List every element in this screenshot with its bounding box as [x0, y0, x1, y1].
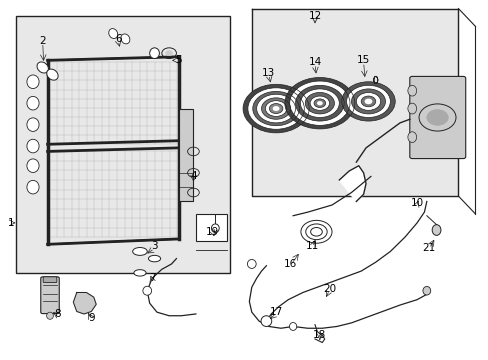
Circle shape	[289, 81, 349, 125]
Circle shape	[247, 88, 304, 129]
Circle shape	[300, 89, 339, 117]
Text: 20: 20	[323, 284, 335, 294]
Circle shape	[313, 99, 325, 108]
Text: 5: 5	[175, 55, 182, 65]
Polygon shape	[251, 9, 458, 196]
Circle shape	[295, 85, 344, 121]
Ellipse shape	[431, 225, 440, 235]
Text: 14: 14	[308, 57, 321, 67]
Text: 19: 19	[206, 227, 219, 237]
Ellipse shape	[47, 69, 58, 80]
Ellipse shape	[407, 103, 416, 114]
Text: 12: 12	[308, 11, 321, 21]
Circle shape	[256, 94, 295, 123]
Polygon shape	[73, 293, 96, 314]
Text: 13: 13	[262, 68, 275, 78]
Bar	[16, 16, 229, 273]
Ellipse shape	[27, 75, 39, 89]
Ellipse shape	[142, 286, 151, 295]
Circle shape	[316, 101, 322, 105]
Ellipse shape	[289, 323, 296, 330]
Ellipse shape	[121, 34, 130, 44]
Circle shape	[356, 93, 380, 111]
Ellipse shape	[27, 180, 39, 194]
Text: 16: 16	[284, 259, 297, 269]
Ellipse shape	[407, 132, 416, 143]
Circle shape	[243, 84, 308, 133]
Ellipse shape	[46, 312, 53, 319]
Ellipse shape	[108, 28, 118, 39]
Text: 17: 17	[269, 307, 282, 317]
Circle shape	[309, 96, 329, 111]
Ellipse shape	[149, 48, 159, 59]
Circle shape	[305, 93, 334, 114]
Circle shape	[265, 101, 286, 116]
Ellipse shape	[247, 260, 256, 269]
Text: 11: 11	[305, 241, 319, 251]
Circle shape	[272, 106, 279, 111]
Text: 10: 10	[410, 198, 423, 208]
FancyBboxPatch shape	[43, 277, 57, 283]
Ellipse shape	[422, 287, 430, 295]
Ellipse shape	[27, 139, 39, 153]
Text: 8: 8	[54, 309, 61, 319]
Ellipse shape	[211, 224, 219, 233]
Text: 6: 6	[115, 34, 121, 44]
Circle shape	[269, 104, 283, 113]
Ellipse shape	[134, 270, 146, 276]
Ellipse shape	[27, 118, 39, 131]
Circle shape	[261, 98, 290, 119]
Circle shape	[426, 110, 447, 125]
Ellipse shape	[261, 316, 271, 327]
Ellipse shape	[132, 248, 147, 255]
Circle shape	[285, 77, 354, 129]
Text: 15: 15	[356, 55, 369, 65]
Text: 21: 21	[422, 243, 435, 253]
Circle shape	[361, 96, 375, 107]
Text: 1: 1	[8, 218, 15, 228]
Text: 3: 3	[151, 241, 158, 251]
Ellipse shape	[37, 62, 48, 73]
Circle shape	[305, 224, 326, 240]
FancyBboxPatch shape	[41, 277, 59, 314]
Circle shape	[252, 91, 299, 126]
Circle shape	[364, 99, 372, 104]
Bar	[196, 214, 227, 241]
Text: 9: 9	[88, 312, 95, 323]
Polygon shape	[339, 166, 366, 202]
Circle shape	[351, 89, 385, 114]
Text: 2: 2	[40, 36, 46, 46]
Ellipse shape	[27, 96, 39, 110]
Ellipse shape	[407, 85, 416, 96]
Bar	[179, 109, 193, 202]
FancyBboxPatch shape	[409, 76, 465, 158]
Circle shape	[346, 85, 389, 117]
Text: 7: 7	[148, 273, 155, 283]
Ellipse shape	[148, 255, 160, 262]
Ellipse shape	[27, 159, 39, 172]
Text: 18: 18	[313, 330, 326, 341]
Circle shape	[165, 51, 172, 56]
Circle shape	[341, 82, 394, 121]
Text: 4: 4	[190, 171, 196, 181]
